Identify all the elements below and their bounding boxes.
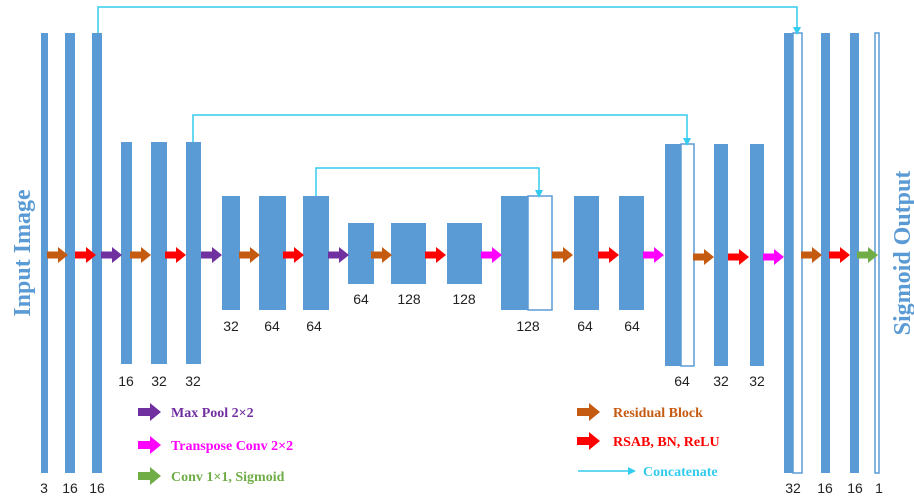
channel-label: 64 — [674, 373, 690, 389]
legend-rsab-label: RSAB, BN, ReLU — [613, 435, 720, 450]
feature-map-enc1-16a — [65, 33, 75, 473]
legend-residual-block-label: Residual Block — [613, 406, 703, 421]
feature-map-dec2-skip — [680, 143, 695, 367]
feature-map-enc2-32b — [186, 142, 201, 364]
legend-item-rsab: RSAB, BN, ReLU — [577, 432, 720, 450]
channel-label: 32 — [785, 480, 801, 496]
residual-block-arrow — [371, 247, 392, 263]
channel-label: 16 — [847, 480, 863, 496]
legend-max-pool-arrow — [138, 403, 161, 421]
feature-map-dec1-16a — [821, 33, 830, 473]
rsab-bn-relu-arrow — [598, 247, 619, 263]
concat-connection-level2 — [192, 114, 691, 146]
legend-concatenate-label: Concatenate — [643, 465, 718, 480]
channel-label: 16 — [62, 480, 78, 496]
channel-label: 16 — [118, 373, 134, 389]
feature-map-dec2-upsampled — [665, 144, 681, 366]
feature-map-dec3-64a — [574, 196, 599, 310]
channel-label: 1 — [875, 480, 883, 496]
feature-map-enc3-64a — [259, 196, 286, 310]
conv-sigmoid-arrow — [857, 247, 878, 263]
channel-label: 32 — [185, 373, 201, 389]
feature-map-dec2-32a — [714, 144, 728, 366]
legend-conv-sigmoid-arrow — [138, 467, 161, 485]
legend-item-max-pool: Max Pool 2×2 — [138, 403, 254, 421]
legend-max-pool-label: Max Pool 2×2 — [171, 406, 254, 421]
channel-label: 32 — [223, 318, 239, 334]
rsab-bn-relu-arrow — [728, 249, 749, 265]
rsab-bn-relu-arrow — [425, 247, 446, 263]
rsab-bn-relu-arrow — [75, 247, 96, 263]
channel-label: 64 — [306, 318, 322, 334]
channel-label: 3 — [40, 480, 48, 496]
feature-map-enc1-16b — [92, 33, 102, 473]
legend-item-concatenate: Concatenate — [578, 465, 718, 480]
transpose-conv-arrow — [643, 247, 664, 263]
channel-label: 128 — [452, 291, 476, 307]
channel-label: 128 — [516, 318, 540, 334]
feature-map-bottleneck-64 — [348, 223, 374, 284]
legend-item-transpose-conv: Transpose Conv 2×2 — [138, 436, 293, 454]
channel-label: 32 — [749, 373, 765, 389]
concat-connection-level1 — [97, 6, 801, 35]
residual-block-arrow — [130, 247, 151, 263]
legend-transpose-conv-arrow — [138, 436, 161, 454]
residual-block-arrow — [801, 247, 822, 263]
rsab-bn-relu-arrow — [283, 247, 304, 263]
max-pool-arrow — [328, 247, 349, 263]
channel-label: 64 — [577, 318, 593, 334]
residual-block-arrow — [552, 247, 573, 263]
feature-map-dec3-skip — [527, 195, 553, 311]
feature-map-dec2-32b — [750, 144, 764, 366]
feature-map-dec1-skip — [792, 32, 803, 474]
rsab-bn-relu-arrow — [829, 247, 850, 263]
rsab-bn-relu-arrow — [165, 247, 186, 263]
transpose-conv-arrow — [763, 249, 784, 265]
legend-residual-block-arrow — [577, 403, 600, 421]
legend-item-residual-block: Residual Block — [577, 403, 703, 421]
feature-map-enc3-64b — [303, 196, 329, 310]
legend: Max Pool 2×2 Transpose Conv 2×2 Conv 1×1… — [138, 403, 720, 485]
channel-label: 16 — [89, 480, 105, 496]
legend-transpose-conv-label: Transpose Conv 2×2 — [171, 439, 293, 454]
feature-map-enc3-32 — [222, 196, 240, 310]
legend-item-conv-sigmoid: Conv 1×1, Sigmoid — [138, 467, 285, 485]
input-image-label: Input Image — [10, 189, 36, 317]
feature-map-dec3-upsampled — [501, 196, 528, 310]
transpose-conv-arrow — [481, 247, 502, 263]
feature-map-dec1-upsampled — [784, 33, 793, 473]
legend-rsab-arrow — [577, 432, 600, 450]
sigmoid-output-label: Sigmoid Output — [890, 171, 914, 336]
channel-label: 32 — [151, 373, 167, 389]
channel-label: 64 — [264, 318, 280, 334]
channel-label: 64 — [624, 318, 640, 334]
residual-block-arrow — [693, 249, 714, 265]
feature-map-output-1 — [874, 32, 880, 474]
channel-label: 64 — [353, 291, 369, 307]
concat-connection-level3 — [315, 167, 543, 198]
max-pool-arrow — [201, 247, 222, 263]
residual-block-arrow — [47, 247, 68, 263]
feature-map-enc2-32a — [151, 142, 167, 364]
feature-map-dec3-64b — [619, 196, 644, 310]
feature-map-input-3 — [41, 33, 48, 473]
max-pool-arrow — [101, 247, 122, 263]
feature-map-dec1-16b — [850, 33, 859, 473]
channel-label: 16 — [817, 480, 833, 496]
residual-block-arrow — [239, 247, 260, 263]
feature-map-bottleneck-128b — [447, 223, 482, 284]
feature-map-bottleneck-128a — [391, 223, 426, 284]
channel-label: 32 — [713, 373, 729, 389]
legend-conv-sigmoid-label: Conv 1×1, Sigmoid — [171, 470, 285, 485]
feature-map-enc2-16 — [121, 142, 132, 364]
channel-label: 128 — [397, 291, 421, 307]
